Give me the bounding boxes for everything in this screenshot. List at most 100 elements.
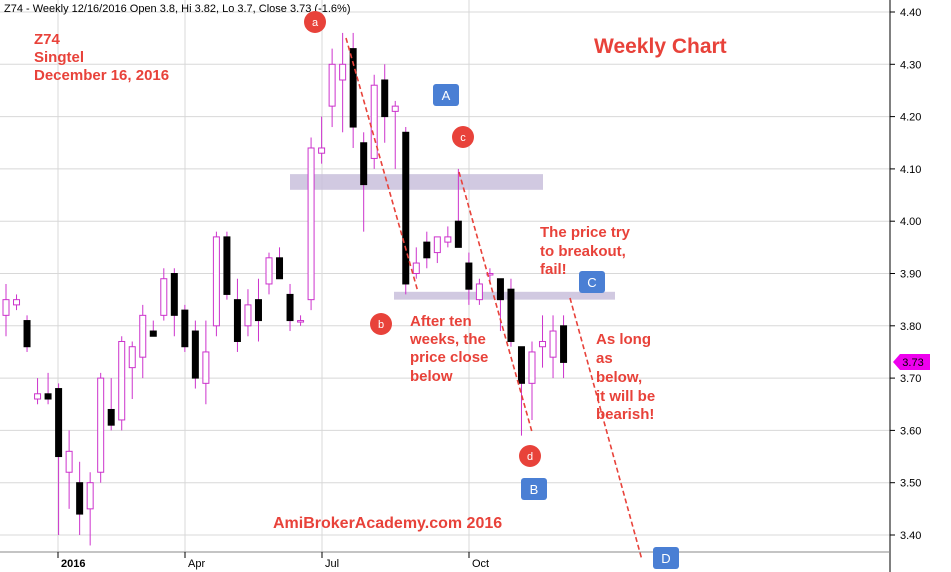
y-tick-label: 3.50: [900, 478, 921, 490]
marker-c-circle: [452, 126, 474, 148]
marker-A-label: A: [442, 88, 451, 103]
marker-a-circle: [304, 11, 326, 33]
y-tick-label: 3.60: [900, 425, 921, 437]
marker-D-box: [653, 547, 679, 569]
marker-d-circle: [519, 445, 541, 467]
grid-lines: [0, 0, 890, 552]
trend-lines: [345, 37, 643, 561]
note-as-long: As long as below, it will be bearish!: [596, 331, 655, 423]
candle-body-up: [475, 283, 483, 301]
marker-b-label: b: [378, 319, 384, 331]
candle-body-down: [507, 288, 515, 342]
candle-body-up: [307, 147, 315, 301]
y-tick-label: 3.90: [900, 269, 921, 281]
candle-body-up: [139, 314, 147, 358]
marker-D: D: [653, 547, 679, 569]
marker-c-label: c: [460, 132, 466, 144]
candle-body-up: [444, 236, 452, 243]
watermark: AmiBrokerAcademy.com 2016: [273, 515, 502, 532]
candle-body-up: [128, 346, 136, 369]
candle-body-up: [265, 257, 273, 285]
x-tick-label: Oct: [472, 558, 489, 570]
x-axis: 2016 Apr Jul Oct: [0, 551, 890, 570]
candle-body-down: [149, 330, 157, 337]
candle-body-up: [2, 299, 10, 316]
candle-body-up: [549, 330, 557, 358]
last-price-tag-shape: [893, 354, 930, 370]
candle-body-up: [328, 63, 336, 107]
marker-A-box: [433, 84, 459, 106]
candle-body-down: [181, 309, 189, 348]
x-tick-label: Jul: [325, 558, 339, 570]
candle-body-up: [65, 450, 73, 473]
marker-d-label: d: [527, 451, 533, 463]
marker-D-label: D: [661, 551, 670, 566]
candle-body-down: [423, 241, 431, 259]
note-line: As long: [596, 331, 651, 348]
upper-zone: [290, 174, 543, 190]
candle-body-down: [44, 393, 52, 400]
candle-body-up: [297, 320, 305, 323]
x-tick-label: 2016: [61, 558, 85, 570]
candle-body-up: [528, 351, 536, 384]
note-line: After ten: [410, 313, 472, 330]
candle-body-down: [496, 278, 504, 301]
candle-body-up: [391, 105, 399, 112]
x-tick-label: Apr: [188, 558, 205, 570]
note-after-ten-weeks: After ten weeks, the price close below: [409, 313, 488, 385]
candle-body-down: [560, 325, 568, 363]
candles: [2, 32, 568, 546]
candle-body-up: [86, 482, 94, 510]
y-tick-label: 4.30: [900, 59, 921, 71]
candle-body-down: [286, 293, 294, 322]
chart-header: Z74 - Weekly 12/16/2016 Open 3.8, Hi 3.8…: [4, 3, 351, 15]
resistance-zones: [290, 174, 615, 300]
last-price-value: 3.73: [902, 357, 923, 369]
candle-body-up: [118, 340, 126, 421]
note-line: as: [596, 350, 613, 367]
candle-body-up: [97, 377, 105, 473]
marker-b: b: [370, 313, 392, 335]
note-line: weeks, the: [409, 331, 486, 348]
marker-B-label: B: [530, 482, 539, 497]
y-tick-label: 3.70: [900, 373, 921, 385]
y-tick-label: 3.40: [900, 530, 921, 542]
candle-body-down: [349, 48, 357, 128]
candle-body-up: [318, 147, 326, 154]
candle-body-down: [76, 482, 84, 515]
y-tick-label: 3.80: [900, 321, 921, 333]
note-line: below: [410, 368, 453, 385]
candle-body-down: [107, 408, 115, 426]
note-line: price close: [410, 349, 488, 366]
trend-line: [345, 37, 419, 293]
candle-body-up: [13, 299, 21, 306]
marker-C-label: C: [587, 275, 596, 290]
marker-A: A: [433, 84, 459, 106]
y-tick-label: 4.20: [900, 112, 921, 124]
y-tick-label: 4.10: [900, 164, 921, 176]
candle-body-up: [212, 236, 220, 327]
candle-body-down: [223, 236, 231, 295]
candle-body-down: [170, 273, 178, 316]
marker-d: d: [519, 445, 541, 467]
candle-body-down: [360, 142, 368, 186]
candle-body-down: [254, 299, 262, 322]
candle-body-down: [517, 346, 525, 384]
date-label: December 16, 2016: [34, 67, 169, 84]
note-line: below,: [596, 369, 642, 386]
marker-B-box: [521, 478, 547, 500]
candle-body-up: [539, 340, 547, 348]
trend-line: [569, 297, 643, 561]
candle-body-up: [412, 262, 420, 275]
candle-body-down: [23, 320, 31, 348]
marker-C-box: [579, 271, 605, 293]
marker-B: B: [521, 478, 547, 500]
candle-body-down: [191, 330, 199, 379]
candle-body-down: [55, 388, 63, 458]
note-line: The price try: [540, 224, 631, 241]
marker-C: C: [579, 271, 605, 293]
note-line: to breakout,: [540, 243, 626, 260]
y-tick-label: 4.40: [900, 7, 921, 19]
marker-a: a: [304, 11, 326, 33]
trend-line: [458, 171, 533, 433]
